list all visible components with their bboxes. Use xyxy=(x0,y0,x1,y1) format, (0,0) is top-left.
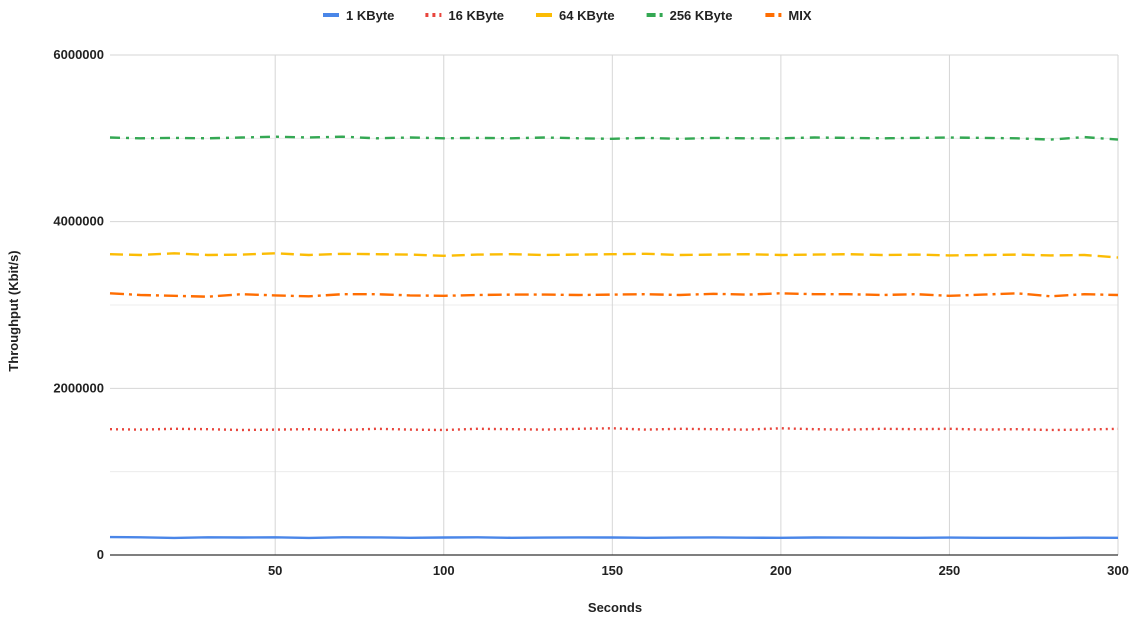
x-axis-title: Seconds xyxy=(588,600,642,615)
grid-lines xyxy=(110,54,1119,555)
x-tick-label: 300 xyxy=(1107,563,1129,578)
x-tick-label: 100 xyxy=(433,563,455,578)
y-tick-label: 4000000 xyxy=(53,214,104,229)
series-line-1-kbyte xyxy=(109,535,1119,540)
y-tick-label: 0 xyxy=(97,547,104,562)
legend-64-kbyte-label: 64 KByte xyxy=(559,8,615,23)
legend-256-kbyte-label: 256 KByte xyxy=(670,8,733,23)
legend-16-kbyte-label: 16 KByte xyxy=(448,8,504,23)
series-line-16-kbyte xyxy=(109,427,1119,432)
series-line-64-kbyte xyxy=(109,252,1119,259)
legend-1-kbyte-label: 1 KByte xyxy=(346,8,394,23)
y-tick-label: 6000000 xyxy=(53,47,104,62)
y-axis-title: Throughput (Kbit/s) xyxy=(6,250,21,371)
x-tick-label: 150 xyxy=(601,563,623,578)
x-tick-label: 50 xyxy=(268,563,282,578)
legend: 1 KByte 16 KByte 64 KByte 256 KByte MIX xyxy=(323,8,812,23)
series-line-mix xyxy=(109,292,1119,298)
axes: 0 2000000 4000000 6000000 50 100 150 200 250 300 xyxy=(53,47,1128,578)
y-tick-label: 2000000 xyxy=(53,380,104,395)
series-line-256-kbyte xyxy=(109,135,1119,141)
legend-mix-label: MIX xyxy=(788,8,811,23)
x-tick-label: 200 xyxy=(770,563,792,578)
series-lines xyxy=(109,135,1119,540)
x-tick-label: 250 xyxy=(939,563,961,578)
